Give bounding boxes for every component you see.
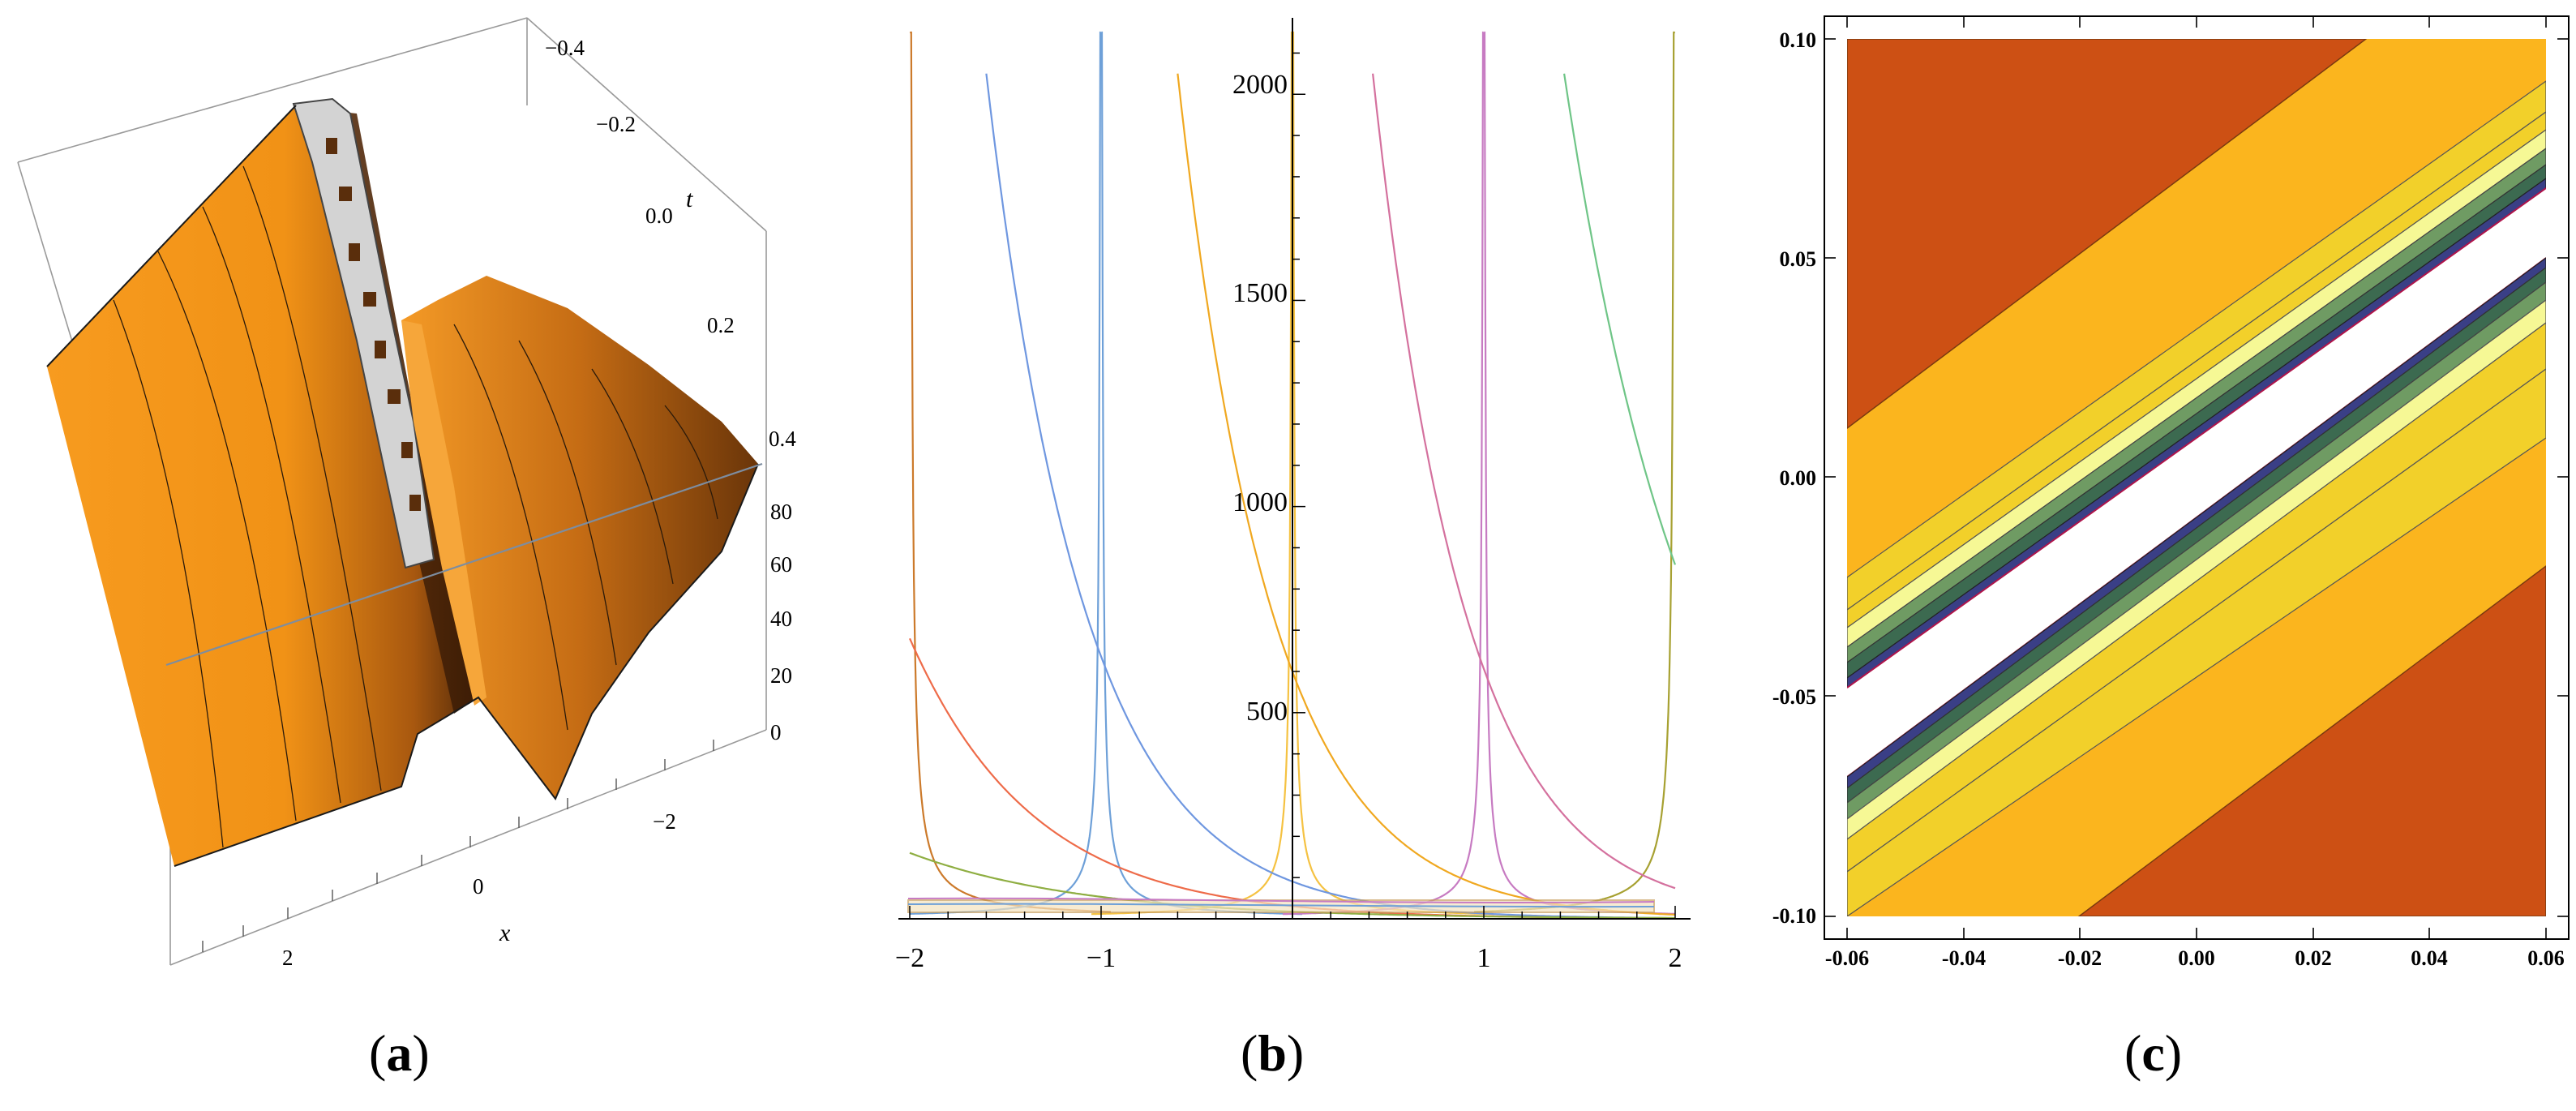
- contour-singular-strip: [1847, 188, 2546, 777]
- x-tick-label: -0.02: [2058, 946, 2102, 970]
- contour-x-tick-labels: -0.06 -0.04 -0.02 0.00 0.02 0.04 0.06: [1825, 946, 2565, 970]
- z-axis: 80 60 40 20 0: [770, 500, 792, 744]
- x-tick-label: 0.04: [2411, 946, 2448, 970]
- z-axis-tick: 20: [770, 663, 792, 688]
- caption-a-letter: a: [386, 1024, 413, 1082]
- x-tick-label: 0.00: [2178, 946, 2215, 970]
- x-axis-ticks: [909, 906, 1676, 919]
- line-series-s9: [1563, 73, 1677, 565]
- surface-highlight-stripe: [401, 320, 486, 706]
- t-axis-tick: 0.0: [645, 204, 673, 228]
- t-axis: −0.4 −0.2 0.0 t 0.2 0.4: [545, 36, 796, 451]
- contour-band-navy-lower: [1847, 257, 2546, 789]
- x-axis-tick-labels: −2 −1 1 2: [895, 943, 1682, 973]
- surface-outline: [46, 105, 759, 867]
- t-axis-tick: −0.4: [545, 36, 585, 60]
- x-tick-label: −2: [895, 943, 924, 973]
- y-tick-label: -0.10: [1772, 904, 1816, 928]
- y-tick-label: 0.10: [1780, 28, 1817, 52]
- t-axis-tick: −0.2: [596, 112, 636, 136]
- contour-band-yellow-lower: [1847, 322, 2546, 873]
- surface-clipped-ridge: [292, 97, 435, 569]
- ridge-speckles: [326, 138, 421, 511]
- x-tick-label: -0.06: [1825, 946, 1869, 970]
- contour-ticks: [1824, 16, 2569, 939]
- t-axis-label: t: [686, 186, 693, 212]
- contour-band-yellow2-lower: [1847, 368, 2546, 916]
- caption-b: (b): [1241, 1024, 1305, 1082]
- contour-region-bottom-right: [2077, 565, 2546, 916]
- contour-band-dkgreen-upper: [1847, 164, 2546, 679]
- y-axis-ticks: [1292, 52, 1305, 878]
- x-tick-label: -0.04: [1942, 946, 1986, 970]
- contour-band-yellow-upper: [1847, 80, 2546, 611]
- x-axis-tick: −2: [653, 809, 676, 834]
- baseline-clutter: [907, 897, 1655, 913]
- y-tick-label: 1000: [1232, 487, 1288, 517]
- x-tick-label: 0.02: [2295, 946, 2332, 970]
- caption-b-letter: b: [1258, 1024, 1287, 1082]
- line-series-s8: [1372, 73, 1676, 890]
- z-axis-tick: 80: [770, 500, 792, 524]
- contour-y-tick-labels: 0.10 0.05 0.00 -0.05 -0.10: [1772, 28, 1816, 928]
- contour-region-top-left: [1847, 39, 2368, 429]
- contour-band-green-upper: [1847, 148, 2546, 663]
- x-axis-tick: 0: [473, 874, 484, 899]
- z-axis-tick: 0: [770, 720, 782, 744]
- front-box-lines: [165, 462, 763, 667]
- y-tick-label: -0.05: [1772, 685, 1816, 709]
- contour-band-pale-lower: [1847, 299, 2546, 840]
- z-axis-tick: 40: [770, 607, 792, 631]
- y-tick-label: 0.00: [1780, 466, 1817, 490]
- z-axis-tick: 60: [770, 552, 792, 577]
- x-axis-ticks: [202, 740, 714, 952]
- contour-band-yellow2-upper: [1847, 111, 2546, 628]
- contour-band-navy-upper: [1847, 178, 2546, 688]
- contour-band-pale-upper: [1847, 129, 2546, 648]
- caption-c: (c): [2124, 1024, 2183, 1082]
- surface: [46, 97, 759, 867]
- contour-band-dkgreen-lower: [1847, 267, 2546, 804]
- contour-band-green-lower: [1847, 281, 2546, 820]
- x-tick-label: 2: [1669, 943, 1682, 973]
- y-axis-tick-labels: 500 1000 1500 2000: [1232, 70, 1288, 727]
- t-axis-tick: 0.4: [769, 427, 796, 451]
- y-tick-label: 2000: [1232, 70, 1288, 100]
- x-tick-label: 1: [1477, 943, 1491, 973]
- x-tick-label: −1: [1087, 943, 1116, 973]
- t-axis-tick: 0.2: [707, 313, 735, 337]
- surface-right-flank: [401, 276, 758, 799]
- x-tick-label: 0.06: [2527, 946, 2565, 970]
- x-axis-tick: 2: [282, 946, 294, 970]
- x-axis-label: x: [499, 920, 511, 946]
- y-tick-label: 1500: [1232, 278, 1288, 308]
- contour-fill: [1847, 39, 2546, 916]
- x-axis: −2 0 x 2: [282, 809, 676, 970]
- caption-c-letter: c: [2141, 1024, 2165, 1082]
- caption-a: (a): [369, 1024, 430, 1082]
- y-tick-label: 0.05: [1780, 247, 1817, 271]
- y-tick-label: 500: [1246, 697, 1288, 727]
